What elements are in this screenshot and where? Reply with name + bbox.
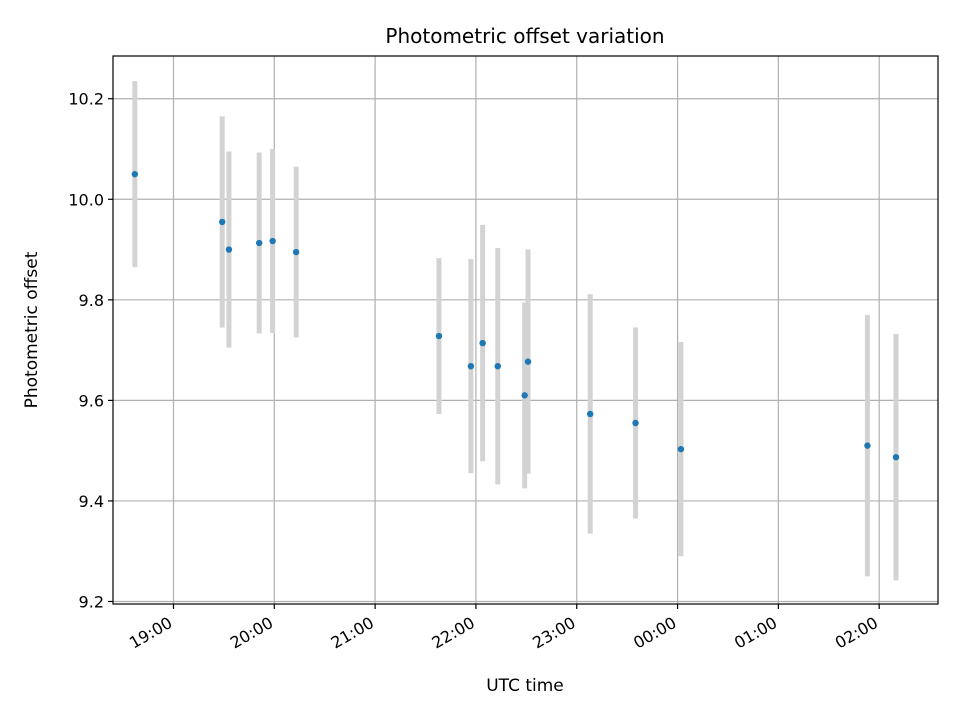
data-point <box>219 218 226 226</box>
x-tick-label: 23:00 <box>529 613 578 653</box>
data-point <box>255 239 263 247</box>
data-point <box>524 358 532 365</box>
data-point <box>269 237 276 245</box>
y-tick-label: 10.2 <box>68 90 104 109</box>
x-tick-label: 01:00 <box>731 613 780 653</box>
data-point <box>131 170 139 178</box>
data-points <box>131 170 900 461</box>
chart-title: Photometric offset variation <box>385 24 664 48</box>
data-point <box>467 362 475 370</box>
x-tick-label: 22:00 <box>429 613 478 653</box>
data-point <box>225 246 233 253</box>
data-point <box>864 442 871 449</box>
data-point <box>892 453 900 461</box>
data-point <box>494 362 501 370</box>
data-point <box>677 445 685 453</box>
y-axis-label: Photometric offset <box>22 251 42 408</box>
x-axis: 19:00 20:00 21:00 22:00 23:00 00:00 01:00 02:00 <box>126 604 881 653</box>
errorbars <box>132 81 899 581</box>
x-tick-label: 00:00 <box>630 613 679 653</box>
y-tick-label: 10.0 <box>68 190 104 209</box>
data-point <box>586 410 594 418</box>
data-point <box>521 392 528 399</box>
y-axis: 9.2 9.4 9.6 9.8 10.0 10.2 <box>68 90 113 611</box>
data-point <box>292 248 300 256</box>
x-tick-label: 21:00 <box>328 613 377 653</box>
x-tick-label: 20:00 <box>227 613 276 653</box>
x-axis-label: UTC time <box>486 676 564 696</box>
y-tick-label: 9.6 <box>79 391 104 410</box>
data-point <box>435 332 443 340</box>
y-tick-label: 9.4 <box>79 492 104 511</box>
y-tick-label: 9.2 <box>79 592 104 611</box>
y-tick-label: 9.8 <box>79 291 104 310</box>
grid <box>113 56 938 604</box>
data-point <box>479 339 486 347</box>
data-point <box>632 419 639 427</box>
plot-frame <box>112 55 939 605</box>
x-tick-label: 19:00 <box>126 613 175 653</box>
x-tick-label: 02:00 <box>832 613 881 653</box>
